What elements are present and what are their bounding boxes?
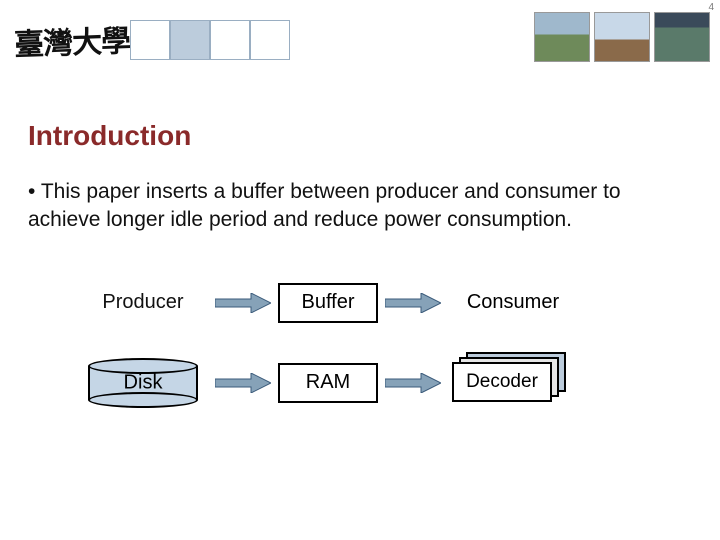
arrow-cell [208, 293, 278, 313]
bullet-marker: • [28, 180, 35, 203]
arrow-icon [385, 293, 441, 313]
arrow-icon [385, 373, 441, 393]
arrow-cell [208, 373, 278, 393]
arrow-cell [378, 373, 448, 393]
header-photo [534, 12, 590, 62]
decoder-label: Decoder [452, 362, 552, 402]
decoder-stack: Decoder [452, 358, 574, 408]
ram-box: RAM [278, 363, 378, 403]
section-title: Introduction [28, 120, 692, 152]
bullet-body: This paper inserts a buffer between prod… [28, 180, 621, 231]
disk-cell: Disk [78, 358, 208, 408]
header-square [130, 20, 170, 60]
decoder-cell: Decoder [448, 358, 578, 408]
header-square [210, 20, 250, 60]
arrow-icon [215, 293, 271, 313]
header-squares [130, 20, 290, 60]
slide-content: Introduction • This paper inserts a buff… [0, 70, 720, 409]
header-square-filled [170, 20, 210, 60]
buffer-box: Buffer [278, 283, 378, 323]
header-photo [654, 12, 710, 62]
diagram-row-abstract: Producer Buffer Consumer [78, 277, 692, 329]
disk-cylinder: Disk [88, 358, 198, 408]
header-square [250, 20, 290, 60]
slide-header: 4 臺灣大學 [0, 0, 720, 70]
diagram-row-concrete: Disk RAM Decoder [78, 357, 692, 409]
bullet-text: • This paper inserts a buffer between pr… [28, 178, 692, 235]
header-photo [594, 12, 650, 62]
flow-diagram: Producer Buffer Consumer Disk [78, 277, 692, 409]
disk-label: Disk [124, 371, 163, 394]
consumer-label: Consumer [448, 291, 578, 314]
arrow-icon [215, 373, 271, 393]
university-logo: 臺灣大學 [13, 16, 130, 64]
arrow-cell [378, 293, 448, 313]
header-photos [534, 12, 710, 62]
producer-label: Producer [78, 291, 208, 314]
